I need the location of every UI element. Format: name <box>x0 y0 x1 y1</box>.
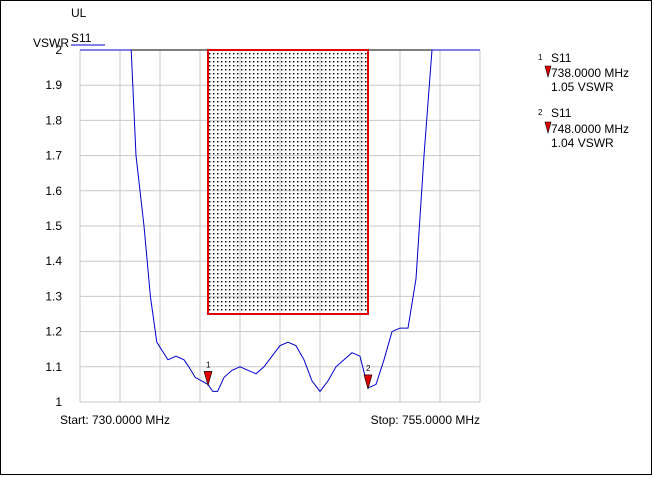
marker-legend: 1 S11 738.0000 MHz 1.05 VSWR 2 S11 748.0… <box>538 51 629 150</box>
y-tick-label: 1.7 <box>45 149 62 163</box>
y-tick-label: 2 <box>55 43 62 57</box>
legend-entry-1: 1 S11 738.0000 MHz 1.05 VSWR <box>538 51 629 94</box>
legend-marker-id: 1 <box>538 53 543 62</box>
y-tick-label: 1.9 <box>45 78 62 92</box>
y-tick-label: 1.8 <box>45 113 62 127</box>
series-line-s11 <box>80 49 480 393</box>
y-tick-labels: 2 1.9 1.8 1.7 1.6 1.5 1.4 1.3 1.2 1.1 1 <box>45 43 62 409</box>
y-tick-label: 1.6 <box>45 184 62 198</box>
marker-icon <box>203 371 213 387</box>
trace-name-label: S11 <box>71 31 92 45</box>
legend-marker-value: 1.05 VSWR <box>551 80 614 94</box>
legend-trace-name: S11 <box>551 106 572 120</box>
marker-label: 2 <box>366 364 371 373</box>
marker-1: 1 <box>203 360 213 387</box>
trace-group-label: UL <box>71 6 87 20</box>
legend-marker-icon <box>544 121 552 135</box>
legend-marker-id: 2 <box>538 108 543 117</box>
y-tick-label: 1.1 <box>45 360 62 374</box>
y-tick-label: 1.5 <box>45 219 62 233</box>
marker-label: 1 <box>206 360 211 369</box>
marker-icon <box>363 374 373 391</box>
legend-marker-frequency: 738.0000 MHz <box>551 66 629 80</box>
legend-marker-frequency: 748.0000 MHz <box>551 122 629 136</box>
start-frequency-label: Start: 730.0000 MHz <box>60 413 170 427</box>
limit-region <box>207 49 369 315</box>
marker-2: 2 <box>363 364 373 391</box>
y-unit-label: VSWR <box>33 36 69 50</box>
legend-marker-value: 1.04 VSWR <box>551 136 614 150</box>
y-tick-label: 1 <box>55 395 62 409</box>
y-tick-label: 1.4 <box>45 254 62 268</box>
legend-entry-2: 2 S11 748.0000 MHz 1.04 VSWR <box>538 106 629 150</box>
y-tick-label: 1.2 <box>45 325 62 339</box>
stop-frequency-label: Stop: 755.0000 MHz <box>371 413 480 427</box>
legend-trace-name: S11 <box>551 51 572 65</box>
y-tick-label: 1.3 <box>45 289 62 303</box>
legend-marker-icon <box>544 65 552 79</box>
